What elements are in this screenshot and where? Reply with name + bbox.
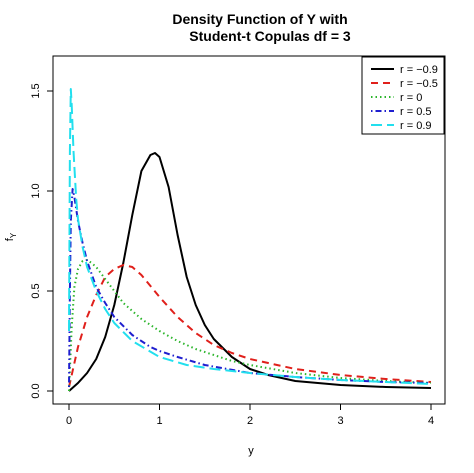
y-tick-label: 0.0: [30, 383, 42, 398]
x-tick-label: 0: [66, 415, 72, 427]
legend-label: r = −0.9: [400, 64, 438, 76]
legend-label: r = 0.9: [400, 120, 432, 132]
y-axis: 0.0 0.5 1.0 1.5: [30, 83, 53, 399]
legend-label: r = 0.5: [400, 106, 432, 118]
series-line-3: [68, 188, 432, 388]
series-lines: [68, 88, 432, 392]
legend: r = −0.9 r = −0.5 r = 0 r = 0.5 r = 0.9: [361, 56, 445, 135]
series-line-4: [68, 88, 432, 385]
series-line-0: [68, 152, 432, 392]
y-tick-label: 1.0: [30, 183, 42, 198]
y-axis-label-main: f: [4, 237, 16, 241]
legend-label: r = −0.5: [400, 78, 438, 90]
y-axis-label-sub: Y: [9, 232, 18, 238]
svg-text:fY: fY: [4, 232, 18, 241]
series-line-2: [68, 259, 432, 392]
plot-frame: [52, 55, 446, 405]
chart-title-line2: Student-t Copulas df = 3: [189, 28, 351, 44]
y-tick-label: 1.5: [30, 83, 42, 98]
x-tick-label: 2: [247, 415, 253, 427]
x-tick-label: 4: [428, 415, 434, 427]
x-tick-label: 1: [156, 415, 162, 427]
y-axis-label: fY: [4, 232, 18, 241]
chart-title-line1: Density Function of Y with: [172, 11, 347, 27]
x-axis: 0 1 2 3 4: [66, 404, 434, 427]
series-line-1: [68, 264, 432, 388]
legend-label: r = 0: [400, 92, 422, 104]
x-tick-label: 3: [337, 415, 343, 427]
y-tick-label: 0.5: [30, 283, 42, 298]
x-axis-label: y: [248, 445, 254, 457]
